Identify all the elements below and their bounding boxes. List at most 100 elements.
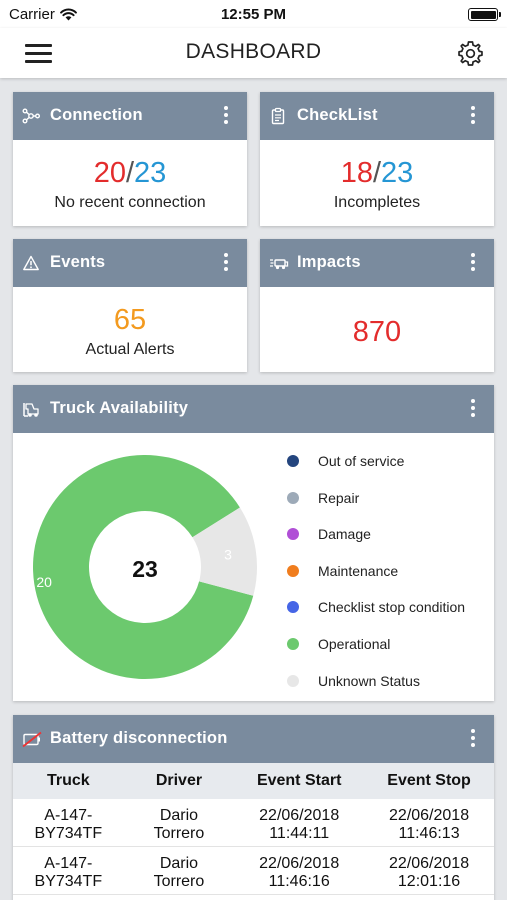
connection-body: 20/23 No recent connection: [13, 140, 247, 212]
impacts-title: Impacts: [297, 253, 361, 271]
legend-item-unknown-status[interactable]: Unknown Status: [287, 673, 420, 689]
checklist-body: 18/23 Incompletes: [260, 140, 494, 212]
legend-item-maintenance[interactable]: Maintenance: [287, 563, 398, 579]
legend-dot: [287, 491, 299, 504]
battery-disconnection-header: Battery disconnection: [13, 715, 494, 763]
legend-item-operational[interactable]: Operational: [287, 636, 390, 652]
truck-impact-icon: [270, 259, 289, 270]
carrier-label: Carrier: [9, 6, 55, 23]
legend-label: Out of service: [318, 453, 405, 469]
battery-off-icon: [22, 731, 42, 748]
event-stop-cell: 22/06/2018 11:46:13: [364, 799, 494, 847]
donut-slice-label: 20: [36, 574, 52, 590]
driver-cell: Dario Torrero: [123, 846, 235, 895]
event-stop-cell: 22/06/2018 12:01:16: [364, 846, 494, 895]
legend-label: Checklist stop condition: [318, 599, 466, 616]
legend-item-damage[interactable]: Damage: [287, 526, 371, 542]
truck-availability-header: Truck Availability: [13, 385, 494, 433]
legend-label: Repair: [318, 489, 360, 506]
donut-slice-unknown-status[interactable]: [192, 507, 257, 596]
truck-availability-title: Truck Availability: [50, 399, 189, 417]
checklist-count: 18: [340, 157, 373, 189]
truck-availability-card[interactable]: Truck Availability 23 20 3 Out of service…: [13, 385, 494, 701]
battery-disconnection-title: Battery disconnection: [50, 729, 228, 747]
connection-more-icon[interactable]: [223, 106, 229, 126]
table-header-row: Truck Driver Event Start Event Stop: [13, 763, 494, 799]
gear-icon[interactable]: [457, 40, 484, 67]
connection-count: 20: [93, 157, 126, 189]
forklift-icon: [23, 403, 39, 417]
donut-slice-label: 3: [224, 546, 232, 562]
hamburger-icon[interactable]: [25, 42, 53, 64]
connection-title: Connection: [50, 106, 143, 124]
impacts-card-header: Impacts: [260, 239, 494, 287]
connection-card[interactable]: Connection 20/23 No recent connection: [13, 92, 247, 226]
clipboard-icon: [271, 107, 285, 125]
truck-availability-more-icon[interactable]: [470, 399, 476, 419]
availability-donut-chart: 23 20 3: [33, 455, 257, 679]
connection-subtitle: No recent connection: [54, 194, 206, 211]
events-count: 65: [113, 304, 147, 336]
table-row[interactable]: A-147- BY734TF Dario Torrero 22/06/2018 11:…: [13, 799, 494, 847]
impacts-more-icon[interactable]: [470, 253, 476, 273]
column-header[interactable]: Event Start: [234, 763, 365, 799]
truck-availability-body: 23 20 3 Out of service Repair Damage Mainten…: [13, 433, 494, 701]
status-bar: Carrier 12:55 PM: [0, 0, 507, 28]
impacts-body: 870: [260, 287, 494, 347]
page-title: DASHBOARD: [185, 40, 322, 63]
legend-label: Maintenance: [318, 562, 399, 579]
impacts-count: 870: [352, 316, 402, 348]
truck-cell: A-147- BY734TF: [13, 846, 124, 895]
legend-label: Unknown Status: [318, 672, 420, 689]
table-row[interactable]: A-147- BY734TF Dario Torrero 22/06/2018 11:…: [13, 846, 494, 895]
chart-legend: Out of service Repair Damage Maintenance Che…: [287, 453, 492, 693]
status-time: 12:55 PM: [220, 6, 287, 23]
driver-cell: Dario Torrero: [123, 799, 235, 847]
donut-slice-operational[interactable]: [33, 455, 254, 679]
connection-total: 23: [134, 157, 167, 189]
column-header[interactable]: Event Stop: [364, 763, 494, 799]
events-card[interactable]: Events 65 Actual Alerts: [13, 239, 247, 372]
column-header[interactable]: Driver: [123, 763, 235, 799]
events-subtitle: Actual Alerts: [85, 341, 175, 358]
nav-bar: DASHBOARD: [0, 28, 507, 78]
events-title: Events: [50, 253, 106, 271]
checklist-card[interactable]: CheckList 18/23 Incompletes: [260, 92, 494, 226]
events-card-header: Events: [13, 239, 247, 287]
legend-label: Damage: [318, 526, 371, 543]
events-more-icon[interactable]: [223, 253, 229, 273]
battery-icon: [468, 8, 501, 21]
battery-disconnection-card[interactable]: Battery disconnection Truck Driver Event…: [13, 715, 494, 900]
checklist-card-header: CheckList: [260, 92, 494, 140]
legend-dot: [287, 564, 299, 577]
legend-label: Operational: [318, 636, 391, 652]
event-start-cell: 22/06/2018 11:46:16: [234, 846, 365, 895]
legend-dot: [287, 601, 299, 614]
legend-item-out-of-service[interactable]: Out of service: [287, 453, 404, 469]
legend-dot: [287, 674, 299, 687]
legend-item-repair[interactable]: Repair: [287, 490, 359, 506]
truck-cell: A-147- BY734TF: [13, 799, 124, 847]
checklist-more-icon[interactable]: [470, 106, 476, 126]
legend-dot: [287, 638, 299, 650]
warning-icon: [23, 255, 39, 271]
event-start-cell: 22/06/2018 11:44:11: [234, 799, 365, 847]
checklist-separator: /: [372, 157, 382, 189]
battery-table: Truck Driver Event Start Event Stop A-14…: [13, 763, 494, 895]
legend-dot: [287, 528, 299, 541]
wifi-icon: [59, 8, 77, 21]
events-body: 65 Actual Alerts: [13, 287, 247, 359]
connection-separator: /: [125, 157, 135, 189]
checklist-title: CheckList: [297, 106, 378, 124]
connection-card-header: Connection: [13, 92, 247, 140]
donut-center-value: 23: [132, 556, 158, 582]
network-icon: [22, 108, 40, 124]
checklist-total: 23: [381, 157, 414, 189]
carrier-info: Carrier: [9, 6, 77, 23]
legend-item-checklist-stop-condition[interactable]: Checklist stop condition: [287, 599, 465, 615]
checklist-subtitle: Incompletes: [333, 194, 421, 211]
legend-dot: [287, 455, 299, 467]
impacts-card[interactable]: Impacts 870: [260, 239, 494, 372]
battery-more-icon[interactable]: [470, 729, 476, 749]
column-header[interactable]: Truck: [13, 763, 124, 799]
